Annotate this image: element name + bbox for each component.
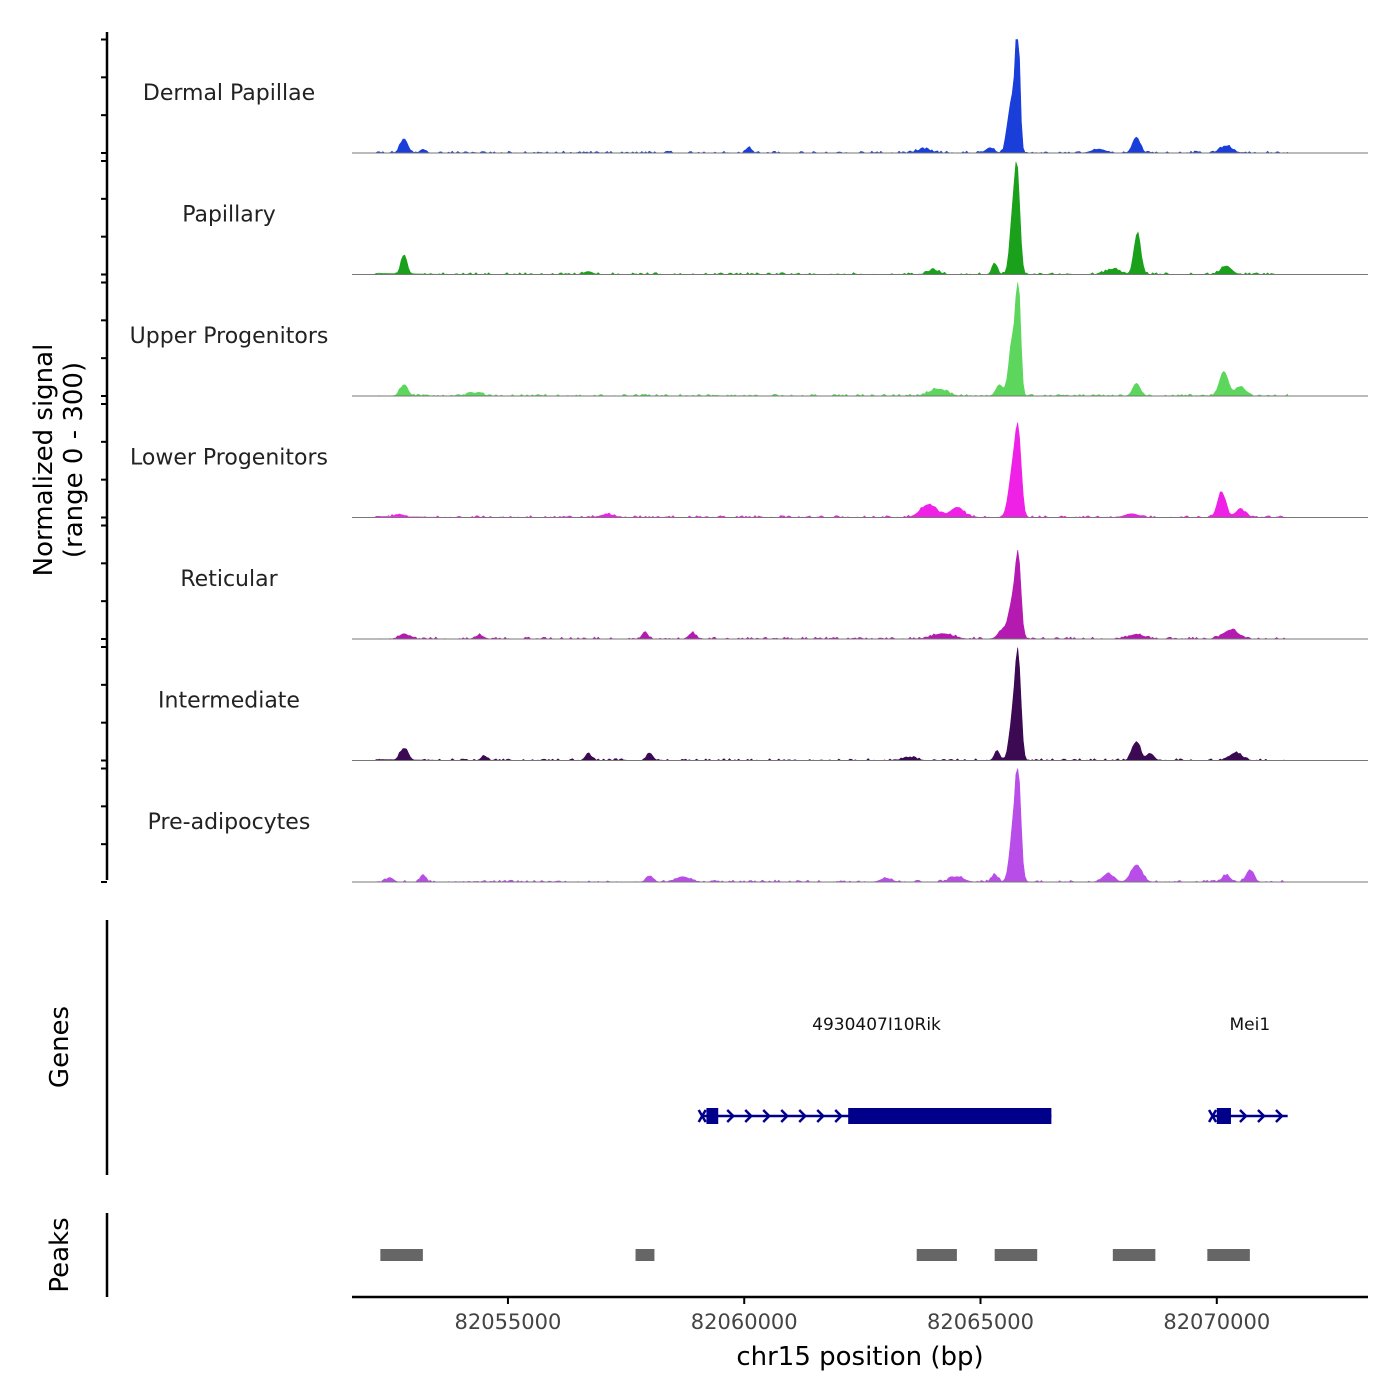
track-1: Papillary <box>182 161 1368 275</box>
gene-0: 4930407I10Rik <box>697 1015 1052 1124</box>
strand-arrow <box>744 1109 754 1123</box>
gene-start-marker <box>1207 1109 1218 1123</box>
signal-area <box>375 282 1289 397</box>
track-0: Dermal Papillae <box>143 39 1368 154</box>
x-tick-label: 82070000 <box>1163 1310 1270 1334</box>
signal-area <box>375 550 1288 640</box>
gene-annotation-track: 4930407I10Rik Mei1 <box>697 1015 1288 1124</box>
gene-exon <box>848 1108 1052 1124</box>
peaks-axis-title: Peaks <box>45 1217 75 1292</box>
genes-axis-title: Genes <box>45 1006 75 1088</box>
track-label: Papillary <box>182 203 276 228</box>
track-3: Lower Progenitors <box>130 422 1368 518</box>
strand-arrow <box>726 1109 736 1123</box>
peak-region <box>635 1249 655 1261</box>
track-4: Reticular <box>180 550 1368 640</box>
track-label: Lower Progenitors <box>130 446 328 471</box>
strand-arrow <box>1257 1109 1266 1123</box>
x-axis: 82055000 82060000 82065000 82070000 <box>352 1295 1368 1334</box>
x-tick-label: 82065000 <box>927 1310 1034 1334</box>
y-axis-title-line1: Normalized signal <box>29 344 59 577</box>
peak-region <box>994 1249 1038 1261</box>
track-label: Dermal Papillae <box>143 81 315 106</box>
peak-region <box>916 1249 957 1261</box>
track-5: Intermediate <box>158 647 1368 761</box>
peak-region <box>1207 1249 1250 1261</box>
gene-start-marker <box>697 1109 707 1123</box>
strand-arrow <box>762 1109 772 1123</box>
track-label: Intermediate <box>158 689 300 714</box>
track-2: Upper Progenitors <box>130 282 1368 397</box>
strand-arrow <box>780 1109 790 1123</box>
gene-1: Mei1 <box>1207 1015 1288 1124</box>
peak-region <box>1112 1249 1156 1261</box>
gene-name-label: Mei1 <box>1230 1015 1271 1035</box>
track-label: Upper Progenitors <box>130 324 329 349</box>
peak-region <box>380 1249 423 1261</box>
x-tick-label: 82055000 <box>454 1310 561 1334</box>
strand-arrow <box>816 1109 826 1123</box>
track-label: Pre-adipocytes <box>148 810 311 835</box>
left-axes <box>101 32 109 1297</box>
x-tick-label: 82060000 <box>691 1310 798 1334</box>
y-axis-title-line2: (range 0 - 300) <box>59 362 89 558</box>
signal-area <box>374 161 1288 275</box>
track-6: Pre-adipocytes <box>148 768 1368 883</box>
gene-exon <box>1216 1108 1231 1124</box>
track-label: Reticular <box>180 567 278 592</box>
signal-area <box>374 422 1288 518</box>
strand-arrow <box>834 1109 844 1123</box>
peak-region-track <box>380 1249 1250 1261</box>
gene-exon <box>706 1108 719 1124</box>
x-axis-title: chr15 position (bp) <box>736 1342 983 1372</box>
signal-area <box>375 647 1288 761</box>
signal-area <box>374 39 1289 154</box>
strand-arrow <box>798 1109 808 1123</box>
strand-arrow <box>1239 1109 1248 1123</box>
signal-area <box>375 768 1289 883</box>
strand-arrow <box>1275 1109 1284 1123</box>
gene-name-label: 4930407I10Rik <box>812 1015 941 1035</box>
coverage-tracks: Dermal Papillae Papillary Upper Progenitor… <box>130 39 1368 883</box>
